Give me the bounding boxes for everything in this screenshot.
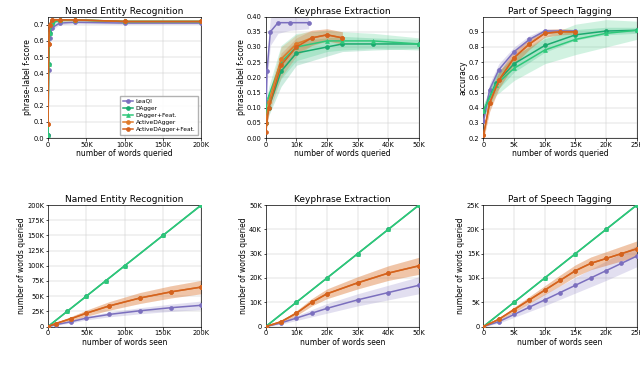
X-axis label: number of words seen: number of words seen [82,338,167,347]
Title: Named Entity Recognition: Named Entity Recognition [65,7,184,16]
Title: Part of Speech Tagging: Part of Speech Tagging [508,7,612,16]
Y-axis label: phrase-label f-score: phrase-label f-score [23,39,32,115]
Y-axis label: number of words queried: number of words queried [17,217,26,314]
Y-axis label: number of words queried: number of words queried [456,217,465,314]
X-axis label: number of words queried: number of words queried [512,149,609,158]
X-axis label: number of words queried: number of words queried [294,149,390,158]
Title: Named Entity Recognition: Named Entity Recognition [65,195,184,204]
Y-axis label: accuracy: accuracy [459,60,468,94]
Y-axis label: phrase-label f-score: phrase-label f-score [237,39,246,115]
Title: Part of Speech Tagging: Part of Speech Tagging [508,195,612,204]
Legend: LeaQI, DAgger, DAgger+Feat., ActiveDAgger, ActiveDAgger+Feat.: LeaQI, DAgger, DAgger+Feat., ActiveDAgge… [120,96,198,135]
X-axis label: number of words seen: number of words seen [300,338,385,347]
Title: Keyphrase Extraction: Keyphrase Extraction [294,7,390,16]
X-axis label: number of words queried: number of words queried [76,149,173,158]
Title: Keyphrase Extraction: Keyphrase Extraction [294,195,390,204]
X-axis label: number of words seen: number of words seen [518,338,603,347]
Y-axis label: number of words queried: number of words queried [239,217,248,314]
